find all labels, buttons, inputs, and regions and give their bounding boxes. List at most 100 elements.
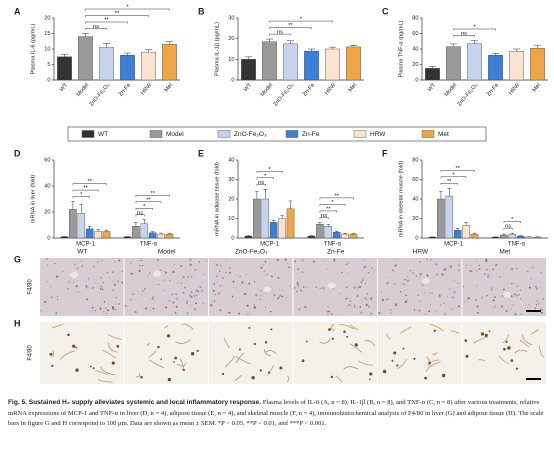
nucleus [138, 264, 141, 267]
nucleus [434, 310, 436, 312]
nucleus [405, 294, 407, 297]
nucleus [263, 270, 265, 273]
nucleus [112, 280, 114, 282]
nucleus [356, 294, 359, 298]
bar [157, 233, 165, 239]
x-tick-label: MCP-1 [76, 242, 95, 248]
y-tick-label: 20 [412, 62, 418, 68]
nucleus [511, 268, 514, 270]
nucleus [390, 312, 392, 314]
nucleus [334, 260, 336, 262]
micrograph-background [209, 258, 293, 316]
nucleus [218, 292, 221, 295]
nucleus [353, 304, 356, 307]
nucleus [450, 308, 453, 310]
nucleus [100, 285, 103, 288]
adipocyte-membrane [234, 374, 242, 382]
adipocyte-membrane [432, 352, 438, 356]
micrograph-background [293, 322, 377, 384]
bar [488, 55, 503, 81]
x-tick-label: ZnO-Fe₂O₃ [89, 82, 112, 107]
bar [278, 218, 286, 239]
nucleus [392, 269, 394, 271]
nucleus [305, 306, 307, 308]
error-bar [159, 232, 163, 235]
vessel [152, 270, 161, 277]
adipocyte-membrane [400, 326, 412, 334]
y-tick-label: 60 [44, 157, 50, 163]
nucleus [102, 281, 104, 284]
nucleus [67, 287, 69, 290]
nucleus [536, 300, 538, 302]
nucleus [260, 290, 263, 292]
nucleus [138, 269, 141, 272]
nucleus [219, 270, 221, 273]
adipocyte-membrane [531, 329, 540, 335]
bar [508, 233, 517, 239]
nucleus [175, 305, 178, 308]
nucleus [92, 265, 95, 268]
error-bar [455, 228, 460, 231]
nucleus [141, 289, 144, 292]
stained-cell [116, 345, 120, 348]
stained-cell [253, 342, 256, 346]
stained-cell [174, 356, 178, 360]
y-tick-label: 30 [228, 177, 234, 183]
nucleus [176, 298, 179, 300]
adipocyte-membrane [175, 339, 191, 344]
nucleus [241, 281, 244, 284]
adipocyte-membrane [331, 323, 335, 331]
significance-label: ns [277, 30, 283, 36]
micrograph [293, 258, 377, 316]
x-tick-label: Met [164, 82, 175, 93]
nucleus [187, 276, 189, 278]
bar [85, 228, 94, 239]
nucleus [490, 287, 493, 289]
nucleus [91, 287, 94, 289]
bar [428, 236, 437, 239]
nucleus [213, 300, 216, 302]
x-tick-label: Zn-Fe [486, 82, 500, 97]
nucleus [502, 306, 504, 308]
significance-bracket [72, 183, 107, 186]
nucleus [301, 271, 304, 274]
error-bar [244, 56, 253, 60]
legend-label: Model [166, 131, 184, 138]
error-bar [326, 224, 331, 227]
nucleus [349, 304, 352, 307]
adipocyte-membrane [100, 366, 116, 376]
significance-bracket [85, 28, 107, 30]
nucleus [194, 268, 197, 271]
micrograph [378, 322, 462, 384]
nucleus [103, 301, 106, 303]
bar [57, 56, 72, 81]
nucleus [265, 292, 267, 294]
y-tick-label: 10 [228, 57, 234, 63]
nucleus [171, 293, 174, 296]
nucleus [144, 287, 146, 290]
nucleus [50, 296, 53, 299]
nucleus [457, 264, 460, 267]
bar [244, 235, 253, 239]
nucleus [287, 262, 289, 264]
error-bar [71, 201, 75, 210]
nucleus [191, 276, 193, 278]
nucleus [517, 293, 520, 296]
bar [241, 59, 256, 81]
nucleus [115, 296, 118, 299]
stained-cell [507, 346, 511, 350]
nucleus [298, 308, 301, 311]
adipocyte-membrane [95, 369, 108, 375]
nucleus [429, 259, 432, 261]
stained-cell [221, 372, 225, 376]
nucleus [476, 270, 478, 272]
nucleus [199, 286, 202, 289]
nucleus [419, 276, 421, 278]
nucleus [421, 284, 424, 286]
nucleus [378, 312, 381, 315]
nucleus [486, 260, 488, 262]
nucleus [294, 260, 296, 263]
nucleus [56, 298, 59, 301]
nucleus [449, 266, 452, 268]
stained-cell [433, 329, 436, 332]
